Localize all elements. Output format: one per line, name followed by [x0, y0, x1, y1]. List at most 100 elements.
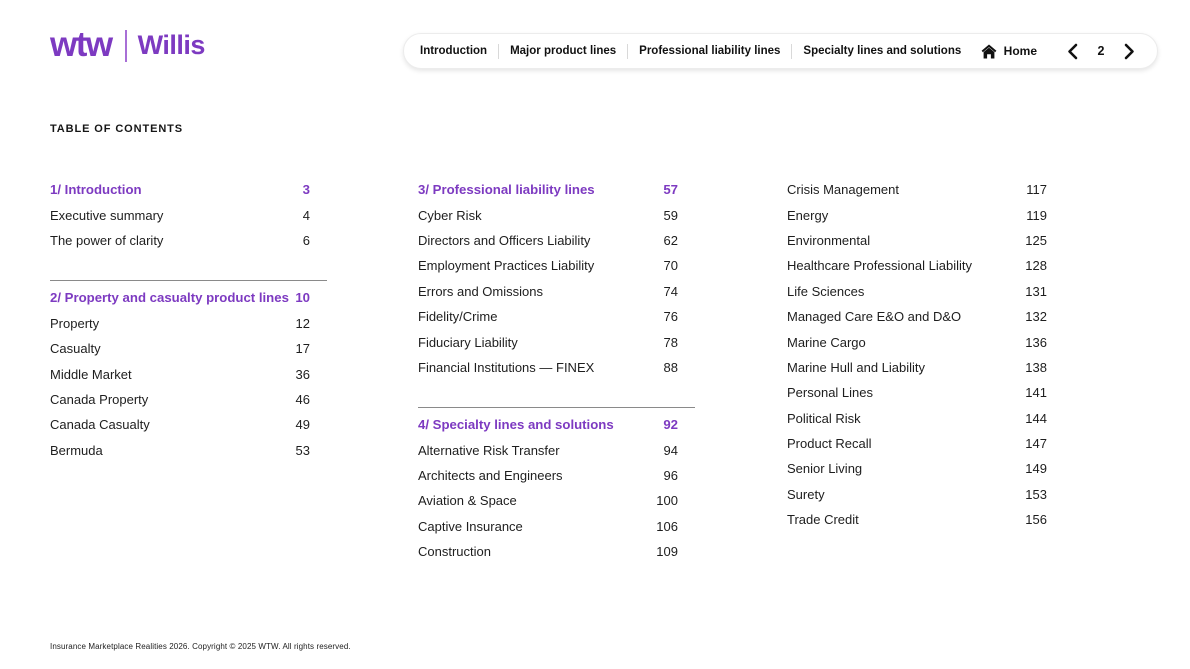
previous-page-button[interactable] [1065, 43, 1080, 60]
chevron-right-icon [1122, 43, 1137, 60]
toc-entry[interactable]: Executive summary 4 [50, 202, 327, 227]
nav-right-controls: Home 2 [981, 43, 1137, 60]
toc-entry[interactable]: Cyber Risk 59 [418, 202, 695, 227]
toc-entry[interactable]: Canada Property 46 [50, 387, 327, 412]
toc-section-heading-page-number: 3 [302, 182, 310, 198]
toc-entry-page-number: 12 [295, 315, 310, 331]
toc-entry[interactable]: Marine Hull and Liability 138 [787, 355, 1064, 380]
toc-entry[interactable]: Casualty 17 [50, 336, 327, 361]
toc-entry-label: Canada Property [50, 391, 149, 407]
toc-entry[interactable]: Aviation & Space 100 [418, 488, 695, 513]
toc-entry-label: Errors and Omissions [418, 283, 543, 299]
toc-entry-label: Energy [787, 207, 829, 223]
toc-entry[interactable]: Fiduciary Liability 78 [418, 329, 695, 354]
toc-section-heading[interactable]: 4/ Specialty lines and solutions 92 [418, 412, 695, 437]
toc-entry[interactable]: Captive Insurance 106 [418, 514, 695, 539]
toc-section-heading[interactable]: 3/ Professional liability lines 57 [418, 177, 695, 202]
toc-entry-page-number: 128 [1025, 258, 1047, 274]
current-page-number: 2 [1097, 44, 1105, 58]
toc-entry-page-number: 49 [295, 417, 310, 433]
toc-entry-label: Captive Insurance [418, 518, 523, 534]
toc-entry[interactable]: Fidelity/Crime 76 [418, 304, 695, 329]
toc-section-heading[interactable]: 2/ Property and casualty product lines 10 [50, 285, 327, 310]
toc-entry-page-number: 74 [663, 283, 678, 299]
home-icon [981, 44, 997, 59]
toc-entry-page-number: 156 [1025, 512, 1047, 528]
toc-entry[interactable]: Surety 153 [787, 482, 1064, 507]
toc-entry-label: Bermuda [50, 442, 103, 458]
toc-entry[interactable]: Errors and Omissions 74 [418, 279, 695, 304]
toc-entry-page-number: 76 [663, 309, 678, 325]
wtw-willis-logo: wtw Willis [50, 26, 205, 66]
toc-entry-label: Personal Lines [787, 385, 873, 401]
toc-entry-label: Marine Hull and Liability [787, 359, 926, 375]
toc-entry[interactable]: Construction 109 [418, 539, 695, 564]
toc-entry[interactable]: Marine Cargo 136 [787, 329, 1064, 354]
toc-entry-page-number: 141 [1025, 385, 1047, 401]
toc-entry[interactable]: Alternative Risk Transfer 94 [418, 438, 695, 463]
toc-entry-page-number: 149 [1025, 461, 1047, 477]
nav-tab-specialty-lines-and-solutions[interactable]: Specialty lines and solutions [803, 45, 962, 57]
toc-entry[interactable]: Product Recall 147 [787, 431, 1064, 456]
toc-entry[interactable]: Canada Casualty 49 [50, 412, 327, 437]
toc-section-heading[interactable]: 1/ Introduction 3 [50, 177, 327, 202]
toc-entry[interactable]: Trade Credit 156 [787, 507, 1064, 532]
toc-section-heading-page-number: 57 [663, 182, 678, 198]
toc-entry[interactable]: Middle Market 36 [50, 361, 327, 386]
toc-entry[interactable]: Managed Care E&O and D&O 132 [787, 304, 1064, 329]
nav-tabs: Introduction Major product lines Professio… [420, 43, 961, 59]
toc-entry[interactable]: Architects and Engineers 96 [418, 463, 695, 488]
toc-entry[interactable]: Crisis Management 117 [787, 177, 1064, 202]
nav-tab-major-product-lines[interactable]: Major product lines [510, 45, 617, 57]
toc-entry[interactable]: Bermuda 53 [50, 438, 327, 463]
toc-columns: 1/ Introduction 3 Executive summary 4 The po… [50, 177, 1064, 564]
toc-entry[interactable]: Personal Lines 141 [787, 380, 1064, 405]
toc-entry-label: Environmental [787, 232, 871, 248]
toc-column-3: Crisis Management 117 Energy 119 Environment… [787, 177, 1064, 564]
toc-entry[interactable]: Energy 119 [787, 202, 1064, 227]
toc-entry[interactable]: Financial Institutions — FINEX 88 [418, 355, 695, 380]
home-button[interactable]: Home [981, 44, 1037, 59]
toc-entry[interactable]: Life Sciences 131 [787, 279, 1064, 304]
toc-entry[interactable]: The power of clarity 6 [50, 228, 327, 253]
toc-entry-page-number: 59 [663, 207, 678, 223]
toc-entry[interactable]: Employment Practices Liability 70 [418, 253, 695, 278]
toc-entry-page-number: 117 [1026, 182, 1047, 198]
section-divider [50, 280, 327, 282]
toc-section-heading-label: 4/ Specialty lines and solutions [418, 417, 614, 433]
toc-entry-label: Cyber Risk [418, 207, 482, 223]
toc-section-heading-label: 3/ Professional liability lines [418, 182, 595, 198]
toc-entry-label: Fiduciary Liability [418, 334, 518, 350]
logo-divider-bar [124, 30, 127, 62]
next-page-button[interactable] [1122, 43, 1137, 60]
toc-entry[interactable]: Senior Living 149 [787, 456, 1064, 481]
copyright-footer: Insurance Marketplace Realities 2026. Co… [50, 642, 351, 651]
toc-entry-label: Trade Credit [787, 512, 859, 528]
toc-entry-page-number: 136 [1025, 334, 1047, 350]
toc-entry-label: Directors and Officers Liability [418, 232, 591, 248]
logo-willis-text: Willis [137, 29, 206, 60]
nav-tab-professional-liability-lines[interactable]: Professional liability lines [639, 45, 781, 57]
toc-entry[interactable]: Healthcare Professional Liability 128 [787, 253, 1064, 278]
tab-separator [627, 43, 629, 59]
nav-tab-introduction[interactable]: Introduction [420, 45, 488, 57]
toc-entry-label: Canada Casualty [50, 417, 150, 433]
toc-entry-label: Healthcare Professional Liability [787, 258, 972, 274]
toc-column-2: 3/ Professional liability lines 57 Cyber R… [418, 177, 695, 564]
toc-entry-page-number: 119 [1026, 207, 1047, 223]
toc-entry[interactable]: Directors and Officers Liability 62 [418, 228, 695, 253]
toc-entry[interactable]: Property 12 [50, 311, 327, 336]
toc-entry-page-number: 138 [1025, 359, 1047, 375]
toc-entry[interactable]: Environmental 125 [787, 228, 1064, 253]
toc-entry-label: Political Risk [787, 410, 861, 426]
toc-entry-label: Aviation & Space [418, 493, 517, 509]
toc-entry-label: Surety [787, 486, 825, 502]
toc-entry-page-number: 62 [663, 232, 678, 248]
tab-separator [498, 43, 500, 59]
toc-entry-page-number: 109 [656, 544, 678, 560]
toc-entry-page-number: 46 [295, 391, 310, 407]
toc-entry-label: Property [50, 315, 100, 331]
toc-entry-label: Managed Care E&O and D&O [787, 309, 962, 325]
logo-brand-text: wtw [50, 24, 113, 64]
toc-entry[interactable]: Political Risk 144 [787, 406, 1064, 431]
